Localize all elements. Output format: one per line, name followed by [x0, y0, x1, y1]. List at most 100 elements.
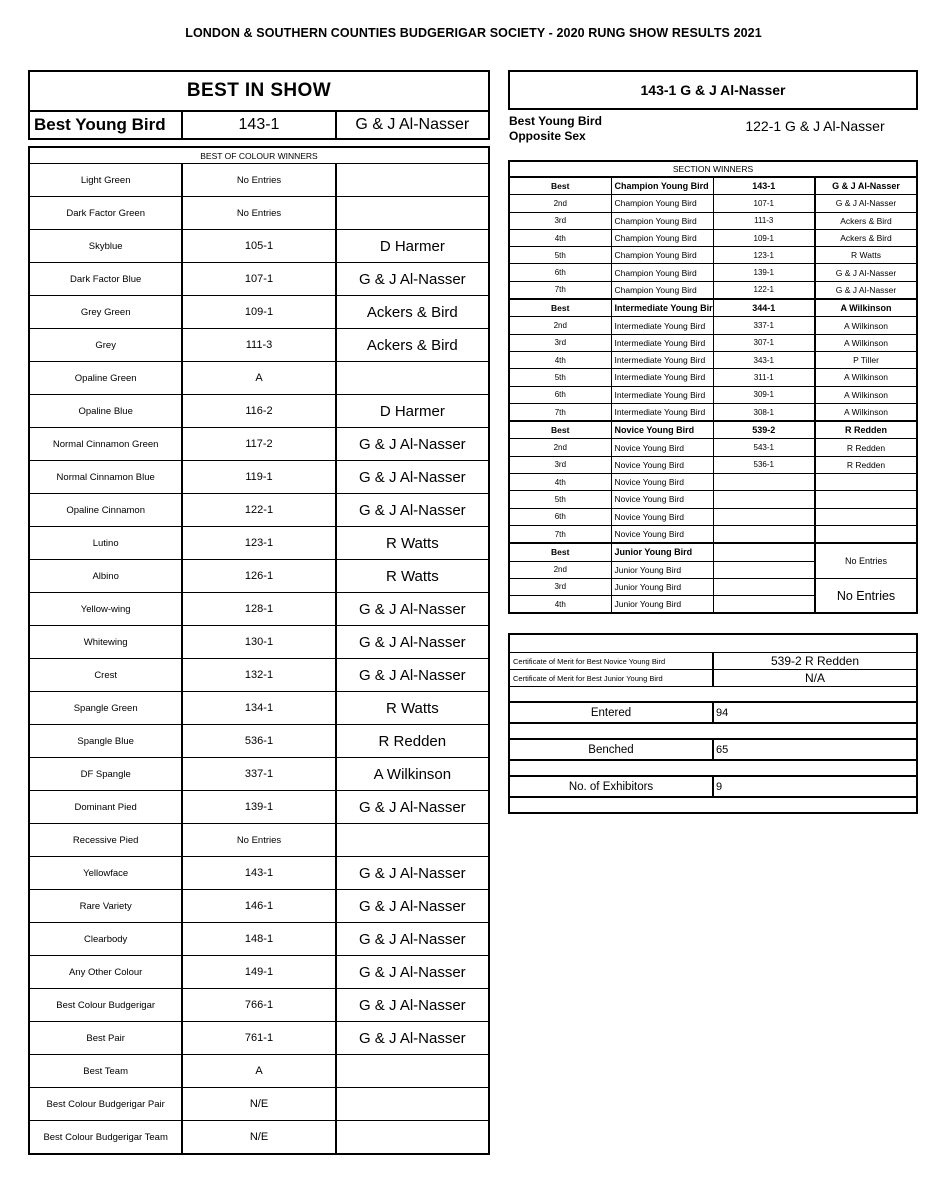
section-winner-name: [814, 473, 918, 492]
section-position: 7th: [508, 402, 612, 422]
section-winners-table: SECTION WINNERS Best Champion Young Bird 1…: [508, 160, 918, 615]
count-value: 9: [712, 775, 918, 798]
section-class: Champion Young Bird: [610, 176, 714, 196]
best-in-show-row: Best Young Bird 143-1 G & J Al-Nasser: [27, 110, 491, 140]
count-row: Entered 94: [508, 701, 918, 724]
section-winner-name: G & J Al-Nasser: [814, 194, 918, 213]
colour-variety: Any Other Colour: [27, 955, 184, 989]
section-winner-name: A Wilkinson: [814, 402, 918, 422]
section-winner-name: Ackers & Bird: [814, 211, 918, 230]
colour-winner-name: G & J Al-Nasser: [335, 856, 491, 890]
section-ring-number: [712, 542, 816, 562]
section-ring-number: 344-1: [712, 298, 816, 318]
colour-winner-name: G & J Al-Nasser: [335, 658, 491, 692]
colour-variety: Opaline Blue: [27, 394, 184, 428]
section-position: 2nd: [508, 560, 612, 579]
section-ring-number: 107-1: [712, 194, 816, 213]
colour-winner-row: Best Colour Budgerigar Pair N/E: [27, 1087, 491, 1121]
colour-winner-row: Spangle Green 134-1 R Watts: [27, 691, 491, 725]
junior-section-row: 3rd Junior Young Bird No Entries: [508, 577, 918, 615]
junior-no-entries: No Entries: [814, 577, 918, 615]
section-class: Intermediate Young Bird: [610, 385, 714, 404]
spacer-cell: [508, 633, 918, 653]
section-winner-row: Best Champion Young Bird 143-1 G & J Al-Nas…: [508, 176, 918, 196]
colour-variety: Spangle Green: [27, 691, 184, 725]
colour-winner-row: Lutino 123-1 R Watts: [27, 526, 491, 560]
colour-ring-number: N/E: [181, 1120, 337, 1155]
section-ring-number: 143-1: [712, 176, 816, 196]
section-position: 3rd: [508, 333, 612, 352]
section-ring-number: [712, 577, 816, 597]
count-row: No. of Exhibitors 9: [508, 775, 918, 798]
certs-gap-row: [508, 686, 918, 702]
colour-ring-number: 149-1: [181, 955, 337, 989]
colour-winner-row: Crest 132-1 G & J Al-Nasser: [27, 658, 491, 692]
colour-winner-name: G & J Al-Nasser: [335, 922, 491, 956]
section-class: Junior Young Bird: [610, 577, 714, 597]
section-ring-number: 536-1: [712, 455, 816, 475]
best-in-show-right-heading-row: 143-1 G & J Al-Nasser: [508, 70, 918, 110]
colour-winner-name: Ackers & Bird: [335, 328, 491, 362]
best-young-bird-name: G & J Al-Nasser: [334, 110, 491, 140]
section-winner-name: [814, 524, 918, 544]
colour-variety: DF Spangle: [27, 757, 184, 791]
junior-no-entries: No Entries: [814, 542, 918, 579]
count-spacer-row: [508, 796, 918, 814]
colour-winner-name: G & J Al-Nasser: [335, 460, 491, 494]
colour-ring-number: A: [181, 361, 337, 395]
certificate-label: Certificate of Merit for Best Novice You…: [508, 652, 714, 670]
section-position: Best: [508, 298, 612, 318]
section-ring-number: [712, 507, 816, 526]
count-value: 94: [712, 701, 918, 724]
section-winner-row: 3rd Novice Young Bird 536-1 R Redden: [508, 455, 918, 475]
best-opposite-sex-label-line1: Best Young Bird: [509, 114, 602, 128]
colour-winner-name: [335, 163, 491, 197]
section-winner-name: G & J Al-Nasser: [814, 280, 918, 300]
section-winner-row: 6th Champion Young Bird 139-1 G & J Al-Nass…: [508, 263, 918, 282]
section-ring-number: [712, 473, 816, 492]
section-winner-name: R Redden: [814, 438, 918, 457]
colour-winner-name: G & J Al-Nasser: [335, 790, 491, 824]
section-ring-number: 337-1: [712, 316, 816, 335]
colour-variety: Dark Factor Green: [27, 196, 184, 230]
section-winner-name: P Tiller: [814, 350, 918, 370]
section-winner-name: A Wilkinson: [814, 333, 918, 352]
colour-ring-number: 139-1: [181, 790, 337, 824]
section-ring-number: 308-1: [712, 402, 816, 422]
colour-winner-row: Skyblue 105-1 D Harmer: [27, 229, 491, 263]
section-winner-name: R Redden: [814, 420, 918, 440]
section-position: 4th: [508, 595, 612, 615]
colour-winner-name: G & J Al-Nasser: [335, 493, 491, 527]
section-class: Junior Young Bird: [610, 595, 714, 615]
page-title: LONDON & SOUTHERN COUNTIES BUDGERIGAR SO…: [185, 26, 762, 40]
colour-winner-row: DF Spangle 337-1 A Wilkinson: [27, 757, 491, 791]
colour-variety: Clearbody: [27, 922, 184, 956]
section-winner-row: 6th Intermediate Young Bird 309-1 A Wilkins…: [508, 385, 918, 404]
section-winner-row: 7th Champion Young Bird 122-1 G & J Al-Nass…: [508, 280, 918, 300]
certificate-row: Certificate of Merit for Best Junior You…: [508, 669, 918, 687]
colour-variety: Crest: [27, 658, 184, 692]
count-spacer-row: [508, 723, 918, 739]
colour-variety: Whitewing: [27, 625, 184, 659]
section-winner-row: 5th Champion Young Bird 123-1 R Watts: [508, 246, 918, 265]
section-class: Intermediate Young Bird: [610, 350, 714, 370]
section-ring-number: 311-1: [712, 368, 816, 387]
colour-variety: Best Colour Budgerigar Pair: [27, 1087, 184, 1121]
section-ring-number: 111-3: [712, 211, 816, 230]
colour-winner-row: Recessive Pied No Entries: [27, 823, 491, 857]
colour-winner-row: Best Colour Budgerigar 766-1 G & J Al-Nass…: [27, 988, 491, 1022]
colour-ring-number: No Entries: [181, 163, 337, 197]
section-winner-row: 4th Champion Young Bird 109-1 Ackers & Bird: [508, 228, 918, 248]
section-winner-row: 5th Intermediate Young Bird 311-1 A Wilkins…: [508, 368, 918, 387]
section-winner-name: G & J Al-Nasser: [814, 176, 918, 196]
junior-section-row: Best Junior Young Bird No Entries: [508, 542, 918, 579]
section-winners-heading: SECTION WINNERS: [508, 160, 918, 178]
colour-ring-number: 116-2: [181, 394, 337, 428]
section-class: Champion Young Bird: [610, 246, 714, 265]
colour-variety: Normal Cinnamon Blue: [27, 460, 184, 494]
best-young-bird-label: Best Young Bird: [27, 110, 184, 140]
colour-winner-row: Rare Variety 146-1 G & J Al-Nasser: [27, 889, 491, 923]
section-winner-name: R Watts: [814, 246, 918, 265]
section-position: Best: [508, 420, 612, 440]
section-ring-number: 343-1: [712, 350, 816, 370]
